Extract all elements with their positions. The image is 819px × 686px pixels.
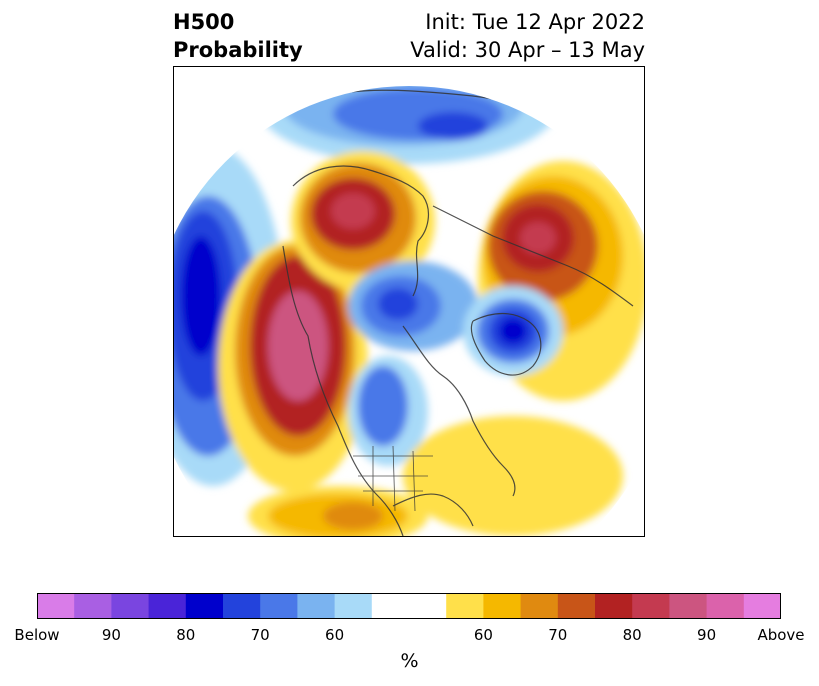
colorbar-segment bbox=[223, 593, 261, 619]
pacific-below-90 bbox=[181, 236, 221, 356]
valid-period: Valid: 30 Apr – 13 May bbox=[410, 38, 645, 62]
colorbar-border bbox=[37, 593, 781, 619]
colorbar-tick-label: Below bbox=[14, 626, 60, 644]
colorbar-segment bbox=[37, 593, 75, 619]
colorbar-unit: % bbox=[400, 650, 419, 672]
product-title: Probability bbox=[173, 38, 303, 62]
colorbar-segment bbox=[297, 593, 336, 619]
colorbar-segment bbox=[706, 593, 745, 619]
variable-title: H500 bbox=[173, 10, 235, 34]
init-time: Init: Tue 12 Apr 2022 bbox=[425, 10, 645, 34]
colorbar-labels: Below 90 80 70 60 60 70 80 90 Above bbox=[0, 626, 819, 648]
colorbar-segment bbox=[743, 593, 781, 619]
colorbar-svg bbox=[37, 593, 781, 619]
colorbar-tick-label: 80 bbox=[622, 626, 642, 644]
map-border bbox=[173, 66, 645, 537]
colorbar-tick-label: 90 bbox=[101, 626, 121, 644]
coastline-us-east bbox=[392, 493, 474, 527]
colorbar-segment bbox=[185, 593, 224, 619]
arctic-below-80 bbox=[378, 288, 418, 320]
colorbar-tick-label: Above bbox=[757, 626, 805, 644]
colorbar-tick-label: 70 bbox=[250, 626, 270, 644]
colorbar-segment bbox=[520, 593, 559, 619]
scand-below-90 bbox=[499, 318, 527, 344]
alaska-above-90 bbox=[331, 193, 375, 229]
wna-above-90 bbox=[268, 291, 328, 401]
colorbar-segment bbox=[148, 593, 187, 619]
coastline-west-na bbox=[282, 245, 404, 537]
atlantic-above-60 bbox=[403, 416, 623, 536]
colorbar-segment bbox=[371, 593, 410, 619]
colorbar-tick-label: 70 bbox=[548, 626, 568, 644]
colorbar-tick-label: 60 bbox=[325, 626, 345, 644]
colorbar bbox=[37, 593, 781, 619]
coastline-scandinavia bbox=[470, 312, 542, 376]
colorbar-segment bbox=[74, 593, 112, 619]
colorbar-segment bbox=[111, 593, 150, 619]
coastline-siberia bbox=[432, 205, 634, 307]
colorbar-segment bbox=[557, 593, 596, 619]
state-borders bbox=[353, 445, 433, 512]
colorbar-tick-label: 80 bbox=[176, 626, 196, 644]
siberia-above-90 bbox=[520, 222, 556, 254]
colorbar-segment bbox=[334, 593, 373, 619]
coastline-alaska bbox=[292, 165, 430, 297]
coastline-hudson bbox=[402, 325, 516, 497]
colorbar-segment bbox=[409, 593, 447, 619]
colorbar-tick-label: 60 bbox=[473, 626, 493, 644]
colorbar-segment bbox=[446, 593, 484, 619]
canada-below-70 bbox=[358, 366, 408, 446]
europe-below-90 bbox=[418, 112, 488, 140]
swus-above-80 bbox=[323, 502, 383, 530]
map-svg bbox=[173, 66, 645, 537]
colorbar-segment bbox=[632, 593, 670, 619]
colorbar-segment bbox=[483, 593, 522, 619]
probability-field bbox=[173, 86, 645, 537]
colorbar-tick-label: 90 bbox=[697, 626, 717, 644]
probability-map bbox=[173, 66, 645, 537]
colorbar-segment bbox=[669, 593, 708, 619]
title-block-right: Init: Tue 12 Apr 2022 Valid: 30 Apr – 13… bbox=[360, 8, 645, 64]
colorbar-segment bbox=[260, 593, 298, 619]
colorbar-segment bbox=[595, 593, 633, 619]
title-block-left: H500 Probability bbox=[173, 8, 303, 64]
